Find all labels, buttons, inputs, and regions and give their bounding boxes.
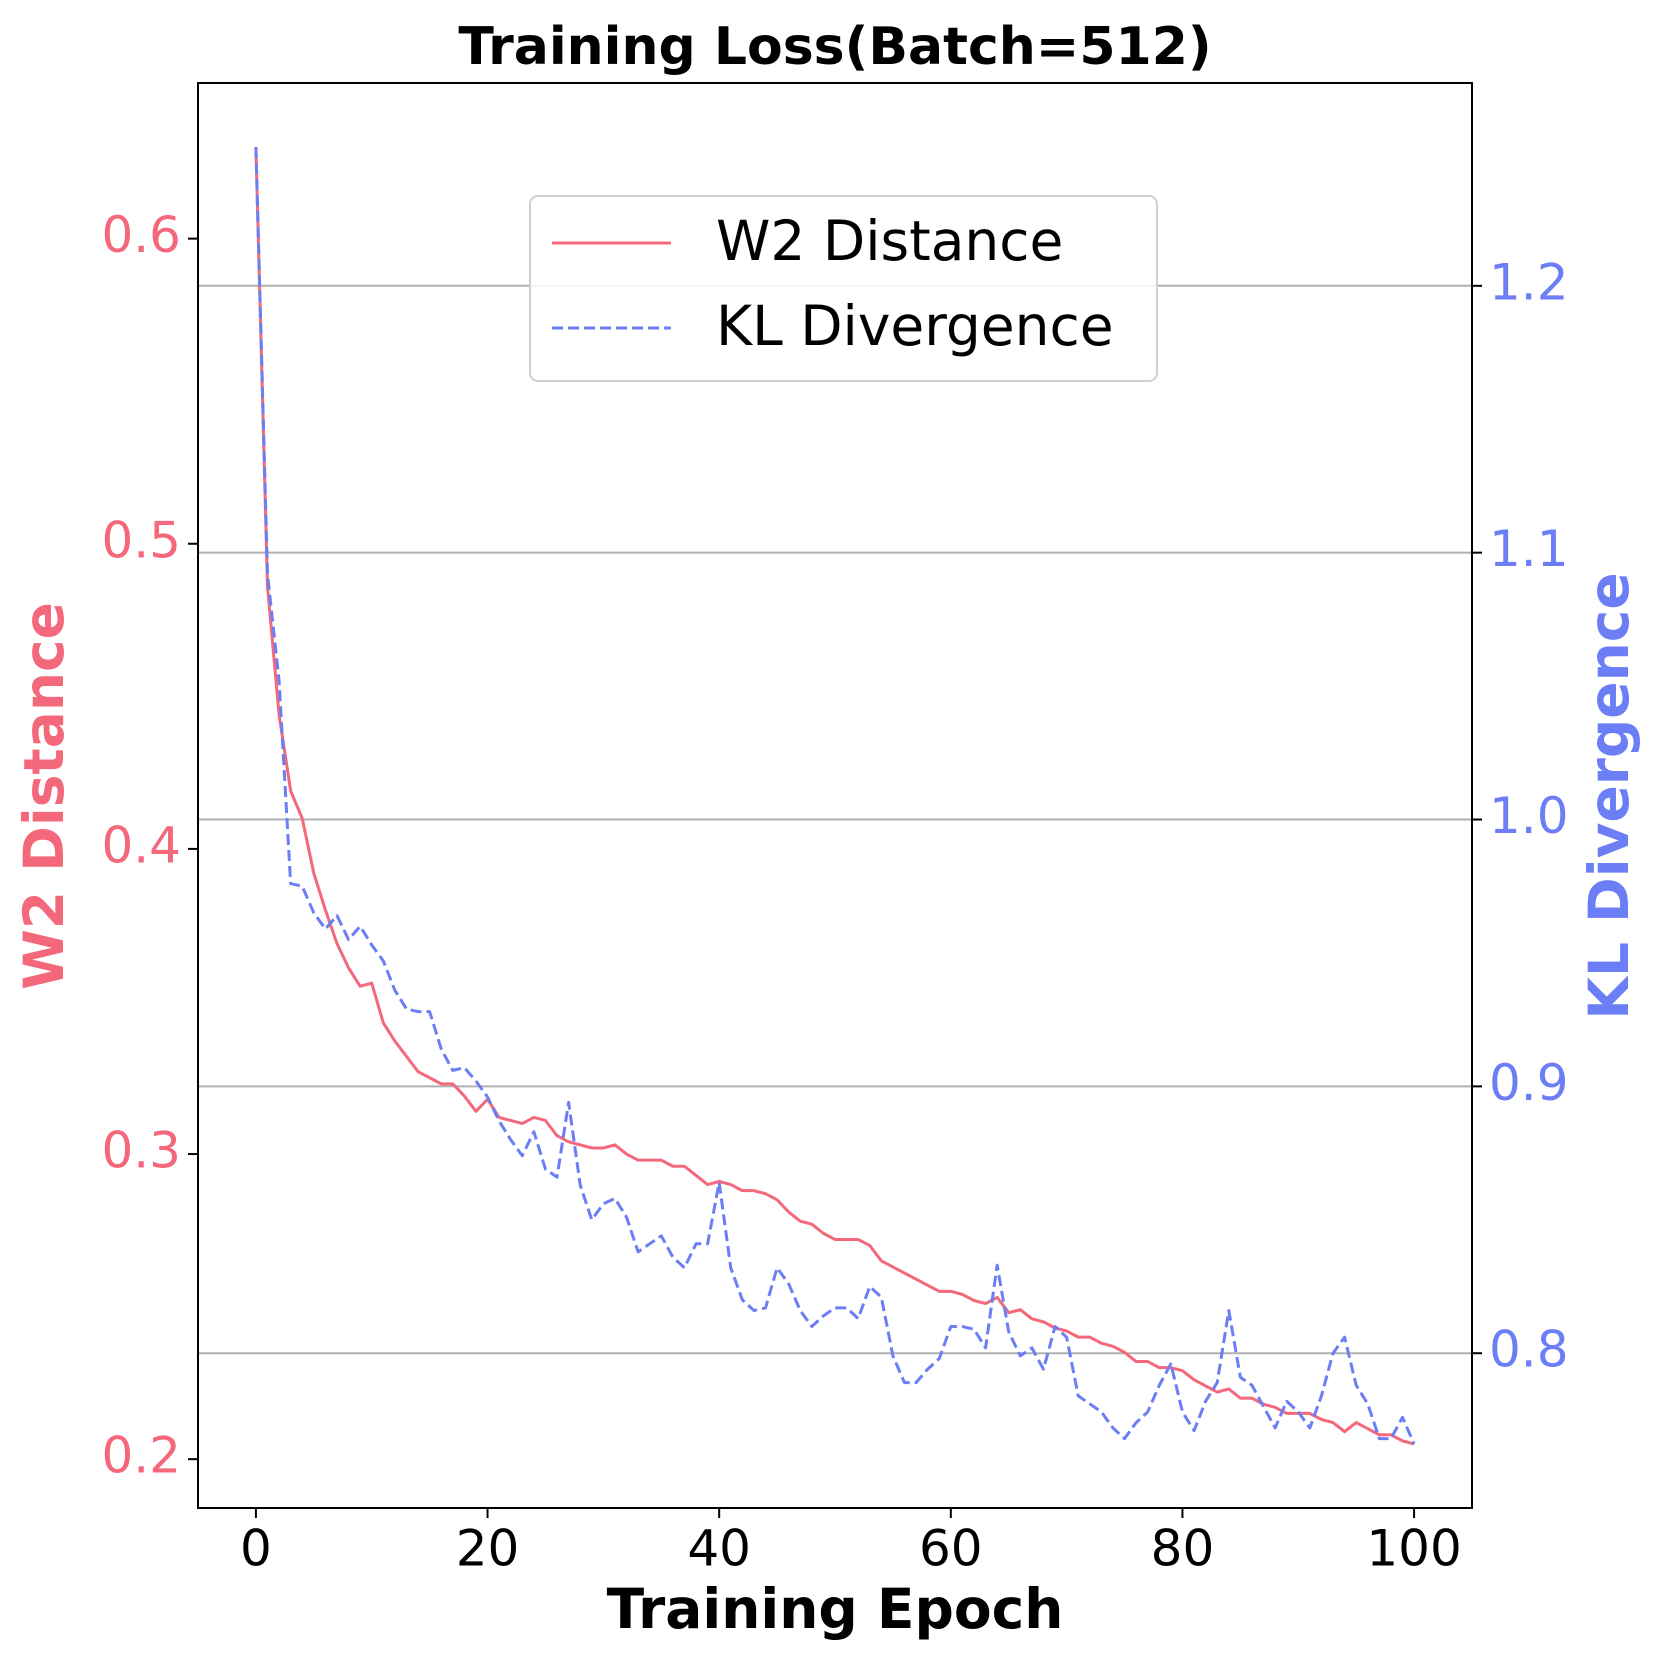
x-tick-label: 60 bbox=[919, 1520, 983, 1578]
legend-label: W2 Distance bbox=[716, 209, 1063, 273]
y2-tick-label: 1.2 bbox=[1489, 253, 1569, 311]
plot-frame bbox=[197, 82, 1473, 1509]
legend-label: KL Divergence bbox=[716, 294, 1114, 358]
y2-tick-label: 0.9 bbox=[1489, 1054, 1569, 1112]
y2-tick-label: 0.8 bbox=[1489, 1321, 1569, 1379]
y-tick-label: 0.3 bbox=[101, 1122, 181, 1180]
x-tick-label: 100 bbox=[1366, 1520, 1461, 1578]
legend-box bbox=[529, 195, 1158, 382]
y2-axis-label: KL Divergence bbox=[1577, 572, 1641, 1019]
chart-title: Training Loss(Batch=512) bbox=[458, 17, 1211, 77]
y-tick-label: 0.6 bbox=[101, 206, 181, 264]
y-tick-label: 0.5 bbox=[101, 511, 181, 569]
y-tick-label: 0.2 bbox=[101, 1427, 181, 1485]
x-tick-label: 0 bbox=[240, 1520, 272, 1578]
y2-tick-label: 1.0 bbox=[1489, 787, 1569, 845]
x-tick-label: 40 bbox=[687, 1520, 751, 1578]
x-axis-label: Training Epoch bbox=[607, 1577, 1064, 1641]
y2-tick-label: 1.1 bbox=[1489, 520, 1569, 578]
data-line bbox=[254, 147, 1415, 1446]
y-tick-label: 0.4 bbox=[101, 816, 181, 874]
x-tick-label: 80 bbox=[1151, 1520, 1215, 1578]
data-line bbox=[254, 146, 1416, 1445]
y-axis-label: W2 Distance bbox=[12, 602, 76, 990]
x-tick-label: 20 bbox=[456, 1520, 520, 1578]
